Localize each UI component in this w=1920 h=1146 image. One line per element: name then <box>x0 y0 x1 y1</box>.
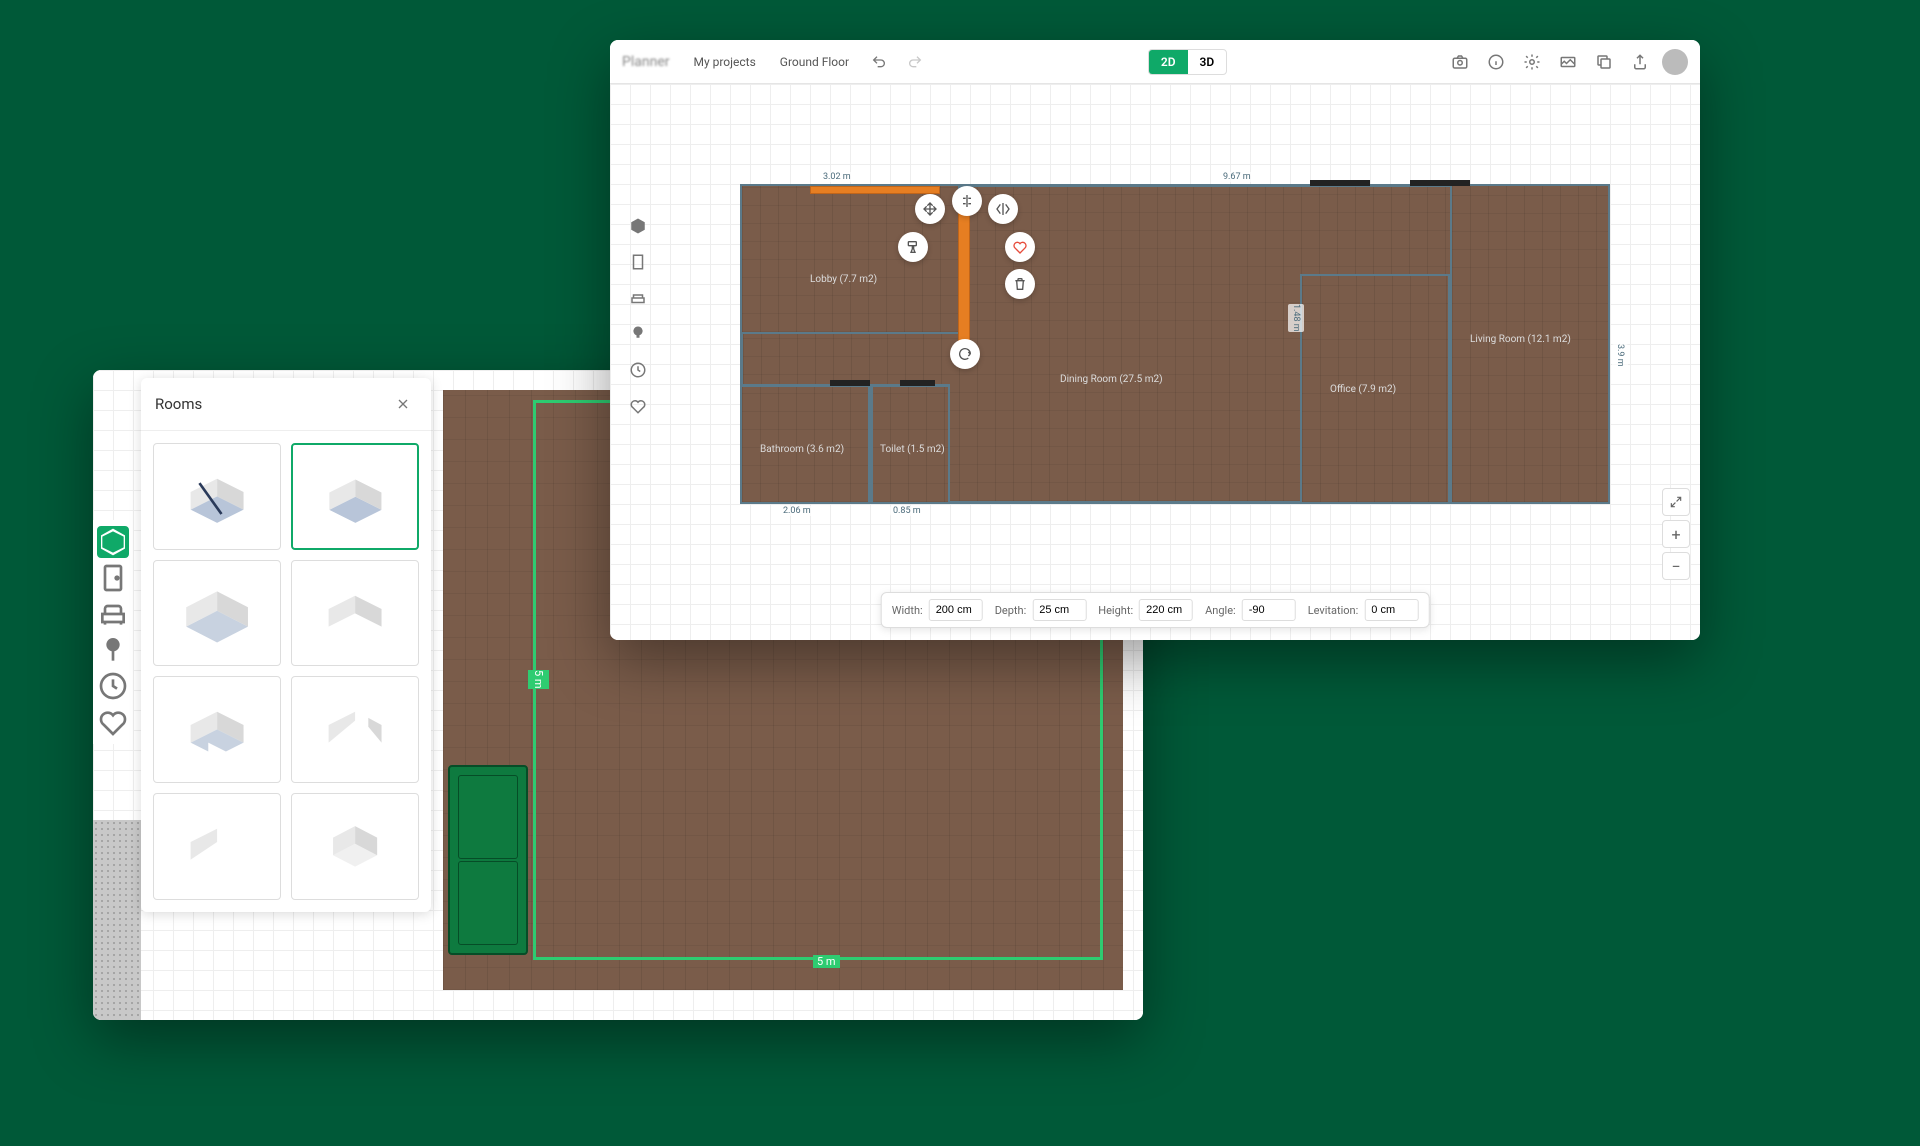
height-input[interactable] <box>1139 599 1193 621</box>
tool-furniture-icon[interactable] <box>622 282 654 314</box>
levitation-label: Levitation: <box>1308 604 1359 617</box>
my-projects-link[interactable]: My projects <box>685 51 763 73</box>
redo-icon[interactable] <box>901 48 929 76</box>
tool-history-icon[interactable] <box>622 354 654 386</box>
room-shape-1[interactable] <box>153 443 281 550</box>
height-label: Height: <box>1098 604 1133 617</box>
angle-input[interactable] <box>1242 599 1296 621</box>
label-living: Living Room (12.1 m2) <box>1470 334 1571 345</box>
ctx-move-icon[interactable] <box>915 194 945 224</box>
left-toolbar <box>93 520 133 744</box>
depth-label: Depth: <box>995 604 1027 617</box>
ctx-paint-icon[interactable] <box>898 232 928 262</box>
ctx-flip-icon[interactable] <box>988 194 1018 224</box>
close-icon[interactable] <box>389 390 417 418</box>
window-floorplan: Planner My projects Ground Floor 2D 3D <box>610 40 1700 640</box>
levitation-input[interactable] <box>1364 599 1418 621</box>
tool-decorate-icon[interactable] <box>622 318 654 350</box>
ctx-delete-icon[interactable] <box>1005 269 1035 299</box>
room-shape-5[interactable] <box>153 676 281 783</box>
user-avatar[interactable] <box>1662 49 1688 75</box>
dim-148: 1.48 m <box>1288 304 1304 332</box>
room-shape-7[interactable] <box>153 793 281 900</box>
zoom-controls: + − <box>1662 488 1690 580</box>
tool-furniture[interactable] <box>97 598 129 630</box>
dim-967: 9.67 m <box>1220 172 1254 182</box>
width-label: Width: <box>892 604 923 617</box>
angle-label: Angle: <box>1205 604 1236 617</box>
dim-height: 5 m <box>528 670 549 689</box>
tool-history[interactable] <box>97 670 129 702</box>
selected-wall[interactable] <box>958 204 970 344</box>
texture-preview <box>93 820 141 1020</box>
dim-206: 2.06 m <box>780 506 814 516</box>
tool-rooms-icon[interactable] <box>622 210 654 242</box>
left-toolbar-front <box>618 204 658 428</box>
floor-selector[interactable]: Ground Floor <box>772 51 857 73</box>
label-bathroom: Bathroom (3.6 m2) <box>760 444 844 455</box>
room-shape-8[interactable] <box>291 793 419 900</box>
canvas-front[interactable]: Lobby (7.7 m2) Dining Room (27.5 m2) Off… <box>610 84 1700 640</box>
dim-39: 3.9 m <box>1612 344 1628 367</box>
label-dining: Dining Room (27.5 m2) <box>1060 374 1163 385</box>
info-icon[interactable] <box>1482 48 1510 76</box>
tool-doors[interactable] <box>97 562 129 594</box>
topbar: Planner My projects Ground Floor 2D 3D <box>610 40 1700 84</box>
ctx-favorite-icon[interactable] <box>1005 232 1035 262</box>
dim-302: 3.02 m <box>820 172 854 182</box>
share-icon[interactable] <box>1626 48 1654 76</box>
tool-favorites-icon[interactable] <box>622 390 654 422</box>
label-office: Office (7.9 m2) <box>1330 384 1396 395</box>
camera-icon[interactable] <box>1446 48 1474 76</box>
tool-rooms[interactable] <box>97 526 129 558</box>
room-shape-3[interactable] <box>153 560 281 667</box>
width-input[interactable] <box>929 599 983 621</box>
expand-icon[interactable] <box>1662 488 1690 516</box>
room-shape-4[interactable] <box>291 560 419 667</box>
dim-085: 0.85 m <box>890 506 924 516</box>
view-toggle: 2D 3D <box>1148 49 1227 75</box>
rooms-panel: Rooms <box>141 378 431 912</box>
tool-plants[interactable] <box>97 634 129 666</box>
ctx-align-icon[interactable] <box>952 186 982 216</box>
depth-input[interactable] <box>1032 599 1086 621</box>
panel-title: Rooms <box>155 395 202 413</box>
undo-icon[interactable] <box>865 48 893 76</box>
label-toilet: Toilet (1.5 m2) <box>880 444 945 455</box>
sofa-object[interactable] <box>448 765 528 955</box>
tool-doors-icon[interactable] <box>622 246 654 278</box>
zoom-in-icon[interactable]: + <box>1662 520 1690 548</box>
settings-icon[interactable] <box>1518 48 1546 76</box>
selected-door-swing <box>810 186 940 194</box>
brand-logo: Planner <box>622 54 669 70</box>
floorplan[interactable]: Lobby (7.7 m2) Dining Room (27.5 m2) Off… <box>740 144 1640 504</box>
copy-icon[interactable] <box>1590 48 1618 76</box>
dim-width: 5 m <box>813 955 840 968</box>
zoom-out-icon[interactable]: − <box>1662 552 1690 580</box>
properties-bar: Width: Depth: Height: Angle: Levitation: <box>881 592 1430 628</box>
tool-favorites[interactable] <box>97 706 129 738</box>
view-2d-button[interactable]: 2D <box>1149 50 1188 74</box>
room-shape-6[interactable] <box>291 676 419 783</box>
ctx-rotate-icon[interactable] <box>950 339 980 369</box>
panorama-icon[interactable] <box>1554 48 1582 76</box>
label-lobby: Lobby (7.7 m2) <box>810 274 877 285</box>
room-shape-2[interactable] <box>291 443 419 550</box>
view-3d-button[interactable]: 3D <box>1188 50 1227 74</box>
